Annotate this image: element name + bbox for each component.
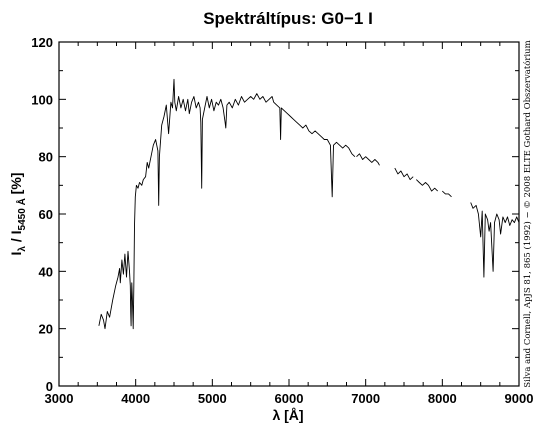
x-tick-label: 8000 xyxy=(428,391,457,406)
chart-title: Spektráltípus: G0−1 I xyxy=(203,9,373,28)
spectrum-line-segment xyxy=(356,153,380,166)
plot-frame xyxy=(58,41,520,387)
x-tick-label: 5000 xyxy=(198,391,227,406)
spectrum-line-segment xyxy=(415,179,439,192)
y-axis-label: Iλ / I5450 Å [%] xyxy=(8,173,28,256)
x-tick-label: 7000 xyxy=(351,391,380,406)
y-tick-label: 100 xyxy=(31,92,53,107)
x-axis-label: λ [Å] xyxy=(272,407,303,423)
y-tick-label: 40 xyxy=(39,264,53,279)
y-tick-label: 80 xyxy=(39,150,53,165)
x-tick-label: 3000 xyxy=(45,391,74,406)
spectrum-line-segment xyxy=(470,202,520,278)
y-tick-label: 60 xyxy=(39,207,53,222)
y-tick-label: 0 xyxy=(46,379,53,394)
spectrum-series xyxy=(98,78,520,330)
source-credit: Silva and Cornell, ApJS 81, 865 (1992) −… xyxy=(522,40,533,387)
y-tick-label: 20 xyxy=(39,322,53,337)
x-tick-label: 6000 xyxy=(275,391,304,406)
y-tick-label: 120 xyxy=(31,35,53,50)
spectrum-line-segment xyxy=(98,78,356,330)
spectrum-line-segment xyxy=(394,167,414,181)
x-tick-label: 9000 xyxy=(505,391,534,406)
spectrum-line-segment xyxy=(441,190,452,198)
x-tick-label: 4000 xyxy=(121,391,150,406)
axis-ticks: 3000 4000 5000 6000 7000 8000 9000 0 20 40 60 80 100… xyxy=(31,35,533,406)
